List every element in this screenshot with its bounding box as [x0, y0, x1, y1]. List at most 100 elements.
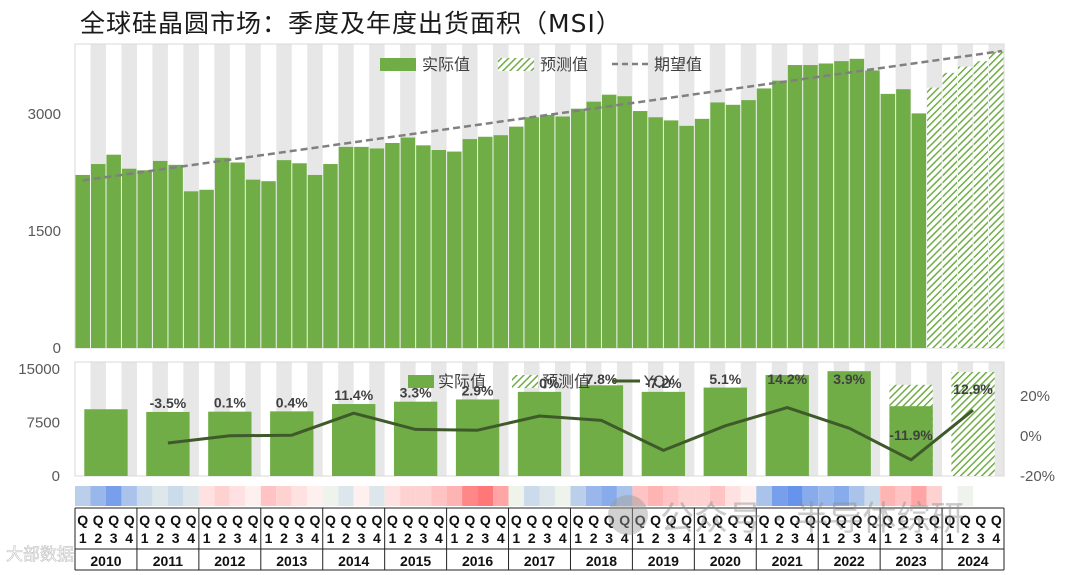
quarter-label: 3: [358, 530, 366, 546]
annual-bar-actual: [270, 411, 314, 476]
quarter-label: Q: [526, 512, 537, 528]
quarter-label: Q: [635, 512, 646, 528]
quarter-label: 1: [884, 530, 892, 546]
bar-actual: [911, 113, 927, 348]
quarter-label: 1: [512, 530, 520, 546]
bar-actual: [865, 70, 880, 348]
heat-cell: [570, 486, 586, 506]
year-label: 2019: [648, 553, 679, 569]
heat-cell: [462, 486, 478, 506]
bar-actual: [75, 174, 90, 348]
annual-bar-actual: [579, 385, 624, 476]
heat-cell: [632, 486, 648, 506]
quarter-label: Q: [124, 512, 135, 528]
y-tick-label: 1500: [28, 223, 61, 240]
bar-actual: [230, 162, 245, 348]
quarter-label: Q: [108, 512, 119, 528]
annual-bar-actual: [455, 399, 500, 476]
bar-actual: [261, 181, 276, 348]
heat-cell: [75, 486, 91, 506]
heat-cell: [849, 486, 865, 506]
heat-cell: [678, 486, 695, 506]
quarter-label: 2: [466, 530, 474, 546]
heat-cell: [725, 486, 741, 506]
bar-actual: [741, 100, 756, 348]
heat-cell: [694, 486, 710, 506]
bar-actual: [555, 116, 570, 348]
quarter-label: 4: [559, 530, 567, 546]
quarter-label: 2: [94, 530, 102, 546]
quarter-label: 2: [838, 530, 846, 546]
heat-cell: [276, 486, 292, 506]
year-label: 2015: [400, 553, 431, 569]
quarter-label: 1: [265, 530, 273, 546]
heat-cell: [90, 486, 106, 506]
quarter-label: 1: [698, 530, 706, 546]
y-tick-label: 3000: [28, 106, 61, 123]
bar-actual: [818, 63, 834, 348]
quarter-label: Q: [604, 512, 615, 528]
legend-swatch-forecast: [498, 58, 534, 71]
heat-cell: [802, 486, 819, 506]
bar-actual: [431, 150, 447, 348]
y2-tick-label: 0%: [1020, 428, 1042, 445]
heat-cell: [152, 486, 168, 506]
legend-label-actual: 实际值: [438, 372, 486, 391]
quarter-label: Q: [681, 512, 692, 528]
yoy-label: 0.4%: [276, 394, 308, 410]
legend-swatch-forecast: [512, 375, 538, 388]
quarter-label: Q: [77, 512, 88, 528]
quarter-label: 1: [450, 530, 458, 546]
quarter-label: 4: [311, 530, 319, 546]
bar-forecast: [958, 66, 973, 348]
quarter-label: Q: [248, 512, 259, 528]
quarter-label: Q: [279, 512, 290, 528]
bar-actual: [307, 174, 323, 348]
quarter-label: 1: [389, 530, 397, 546]
quarter-label: Q: [929, 512, 940, 528]
quarter-label: Q: [882, 512, 893, 528]
heat-cell: [554, 486, 571, 506]
bar-actual: [385, 142, 400, 348]
yoy-label: 5.1%: [709, 371, 741, 387]
quarter-label: 4: [992, 530, 1000, 546]
yoy-line: [167, 406, 974, 462]
yoy-label: 7.8%: [585, 371, 617, 387]
year-label: 2021: [772, 553, 803, 569]
bar-forecast: [927, 87, 942, 349]
heat-cell: [167, 486, 184, 506]
bar-actual: [168, 164, 183, 348]
annual-bar-forecast: [951, 371, 995, 476]
quarter-label: 2: [280, 530, 288, 546]
heat-cell: [183, 486, 199, 506]
year-label: 2018: [586, 553, 617, 569]
heat-cell: [709, 486, 726, 506]
quarter-label: Q: [186, 512, 197, 528]
quarter-label: Q: [851, 512, 862, 528]
annual-bar-actual: [889, 406, 933, 476]
quarter-label: Q: [217, 512, 228, 528]
bar-actual: [617, 96, 632, 348]
quarter-label: 2: [899, 530, 907, 546]
quarter-label: Q: [542, 512, 553, 528]
quarter-label: Q: [557, 512, 568, 528]
quarter-label: 4: [373, 530, 381, 546]
quarter-label: 4: [187, 530, 195, 546]
quarter-label: Q: [836, 512, 847, 528]
quarter-label: 2: [590, 530, 598, 546]
quarter-label: Q: [433, 512, 444, 528]
quarter-label: Q: [573, 512, 584, 528]
yoy-label: 0.1%: [214, 395, 246, 411]
year-label: 2022: [834, 553, 865, 569]
bar-actual: [601, 94, 617, 349]
year-label: 2010: [90, 553, 121, 569]
quarter-label: 1: [203, 530, 211, 546]
heat-cell: [833, 486, 850, 506]
heat-cell: [121, 486, 137, 506]
quarter-label: Q: [511, 512, 522, 528]
bar-actual: [756, 88, 772, 348]
quarter-label: Q: [325, 512, 336, 528]
bar-forecast: [989, 51, 1004, 349]
quarter-label: Q: [480, 512, 491, 528]
quarter-label: Q: [960, 512, 971, 528]
